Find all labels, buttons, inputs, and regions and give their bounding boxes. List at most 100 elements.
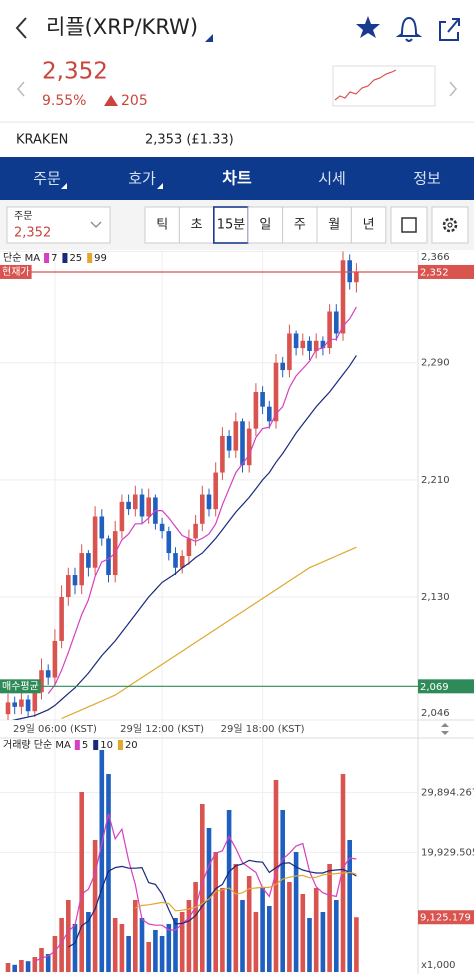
x-tick-label: 29일 12:00 (KST) (120, 723, 204, 735)
volume-bar (293, 852, 299, 972)
candle-body (119, 501, 125, 532)
volume-bar (12, 964, 17, 972)
candle-body (320, 340, 326, 349)
candle-body (220, 435, 225, 473)
nav-tab[interactable]: 시세 (318, 170, 346, 188)
volume-bar (99, 750, 105, 972)
up-indicator (104, 95, 118, 106)
volume-bar (313, 888, 319, 972)
y-tick-label: 2,366 (421, 252, 450, 263)
candle-body (260, 392, 265, 407)
favorite-icon[interactable] (356, 16, 380, 38)
period-button[interactable] (316, 206, 352, 244)
legend-swatch (93, 740, 99, 750)
volume-bar (354, 917, 359, 972)
volume-bar (133, 900, 138, 972)
prev-arrow[interactable] (17, 81, 25, 97)
legend-swatch (87, 253, 93, 263)
volume-bar (280, 810, 285, 972)
title-dropdown[interactable] (205, 34, 213, 42)
volume-bar (45, 954, 51, 972)
volume-bar (32, 957, 38, 972)
candle-body (280, 362, 285, 371)
ma-line (47, 306, 357, 694)
nav-tab[interactable]: 차트 (222, 169, 252, 188)
order-label: 주문 (14, 210, 32, 222)
candle-body (173, 553, 178, 568)
legend-swatch (74, 740, 80, 750)
resize-handle[interactable] (441, 723, 449, 735)
x-tick-label: 29일 06:00 (KST) (13, 723, 97, 735)
candle-body (354, 271, 359, 283)
volume-bar (307, 918, 312, 972)
volume-bar (334, 900, 339, 972)
candle-body (45, 670, 51, 678)
volume-bar (233, 864, 239, 972)
current-price-axis-text: 2,352 (420, 267, 449, 278)
exchange-name: KRAKEN (16, 133, 68, 148)
volume-bar (39, 948, 44, 972)
volume-bar (287, 882, 292, 972)
candle-body (186, 538, 192, 557)
period-button[interactable] (350, 206, 387, 244)
candle-body (193, 523, 198, 539)
candle-body (19, 699, 24, 707)
period-button[interactable] (213, 206, 250, 244)
candle-body (25, 699, 31, 712)
volume-bar (200, 804, 205, 972)
candle-body (206, 494, 212, 510)
nav-tab[interactable]: 호가 (128, 170, 156, 188)
nav-tab[interactable]: 주문 (33, 170, 61, 188)
volume-bar (300, 894, 306, 972)
volume-bar (193, 882, 198, 972)
change-amount: 205 (121, 93, 148, 109)
candle-body (159, 523, 165, 532)
draw-button[interactable] (390, 206, 428, 244)
candle-body (59, 597, 64, 641)
legend-label: 5 (82, 740, 88, 751)
volume-bar (347, 840, 352, 972)
change-percent: 9.55% (42, 93, 86, 109)
candle-body (52, 640, 58, 678)
volume-bar (92, 840, 98, 972)
candle-body (293, 333, 299, 349)
settings-button[interactable] (431, 206, 469, 244)
avg-price-label-box (0, 679, 41, 694)
volume-bar (146, 942, 151, 972)
volume-bar (126, 936, 131, 972)
candle-body (267, 406, 272, 422)
nav-tab[interactable]: 정보 (413, 170, 441, 188)
volume-bar (72, 924, 78, 972)
candle-body (139, 494, 145, 517)
candle-body (66, 575, 71, 598)
sparkline-box (332, 65, 436, 107)
period-button[interactable] (144, 206, 180, 244)
period-label: 월 (328, 218, 340, 233)
y-tick-label: 2,210 (421, 475, 450, 486)
legend-swatch (62, 253, 68, 263)
volume-bar (19, 960, 24, 972)
share-icon[interactable] (439, 18, 460, 41)
alert-icon[interactable] (395, 16, 423, 42)
candle-body (253, 392, 259, 429)
y-tick-label: 2,046 (421, 708, 450, 719)
volume-bar (267, 906, 272, 972)
back-button[interactable] (15, 17, 27, 39)
settings-icon (447, 222, 453, 228)
legend-label: 10 (100, 740, 113, 751)
current-volume-text: 9,125.179 (420, 913, 471, 924)
next-arrow[interactable] (449, 81, 457, 97)
candle-body (307, 340, 312, 352)
period-button[interactable] (247, 206, 284, 244)
legend-title: 거래량 단순 MA (3, 739, 71, 751)
current-price-axis-box (418, 264, 474, 279)
period-button[interactable] (178, 206, 215, 244)
sparkline (334, 69, 397, 101)
ma-line (61, 546, 357, 720)
exchange-price: 2,353 (£1.33) (145, 133, 234, 148)
volume-bar (119, 924, 125, 972)
x-tick-label: 29일 18:00 (KST) (221, 723, 305, 735)
ma-line (135, 871, 357, 912)
period-label: 초 (191, 218, 203, 233)
order-box[interactable] (6, 206, 111, 244)
